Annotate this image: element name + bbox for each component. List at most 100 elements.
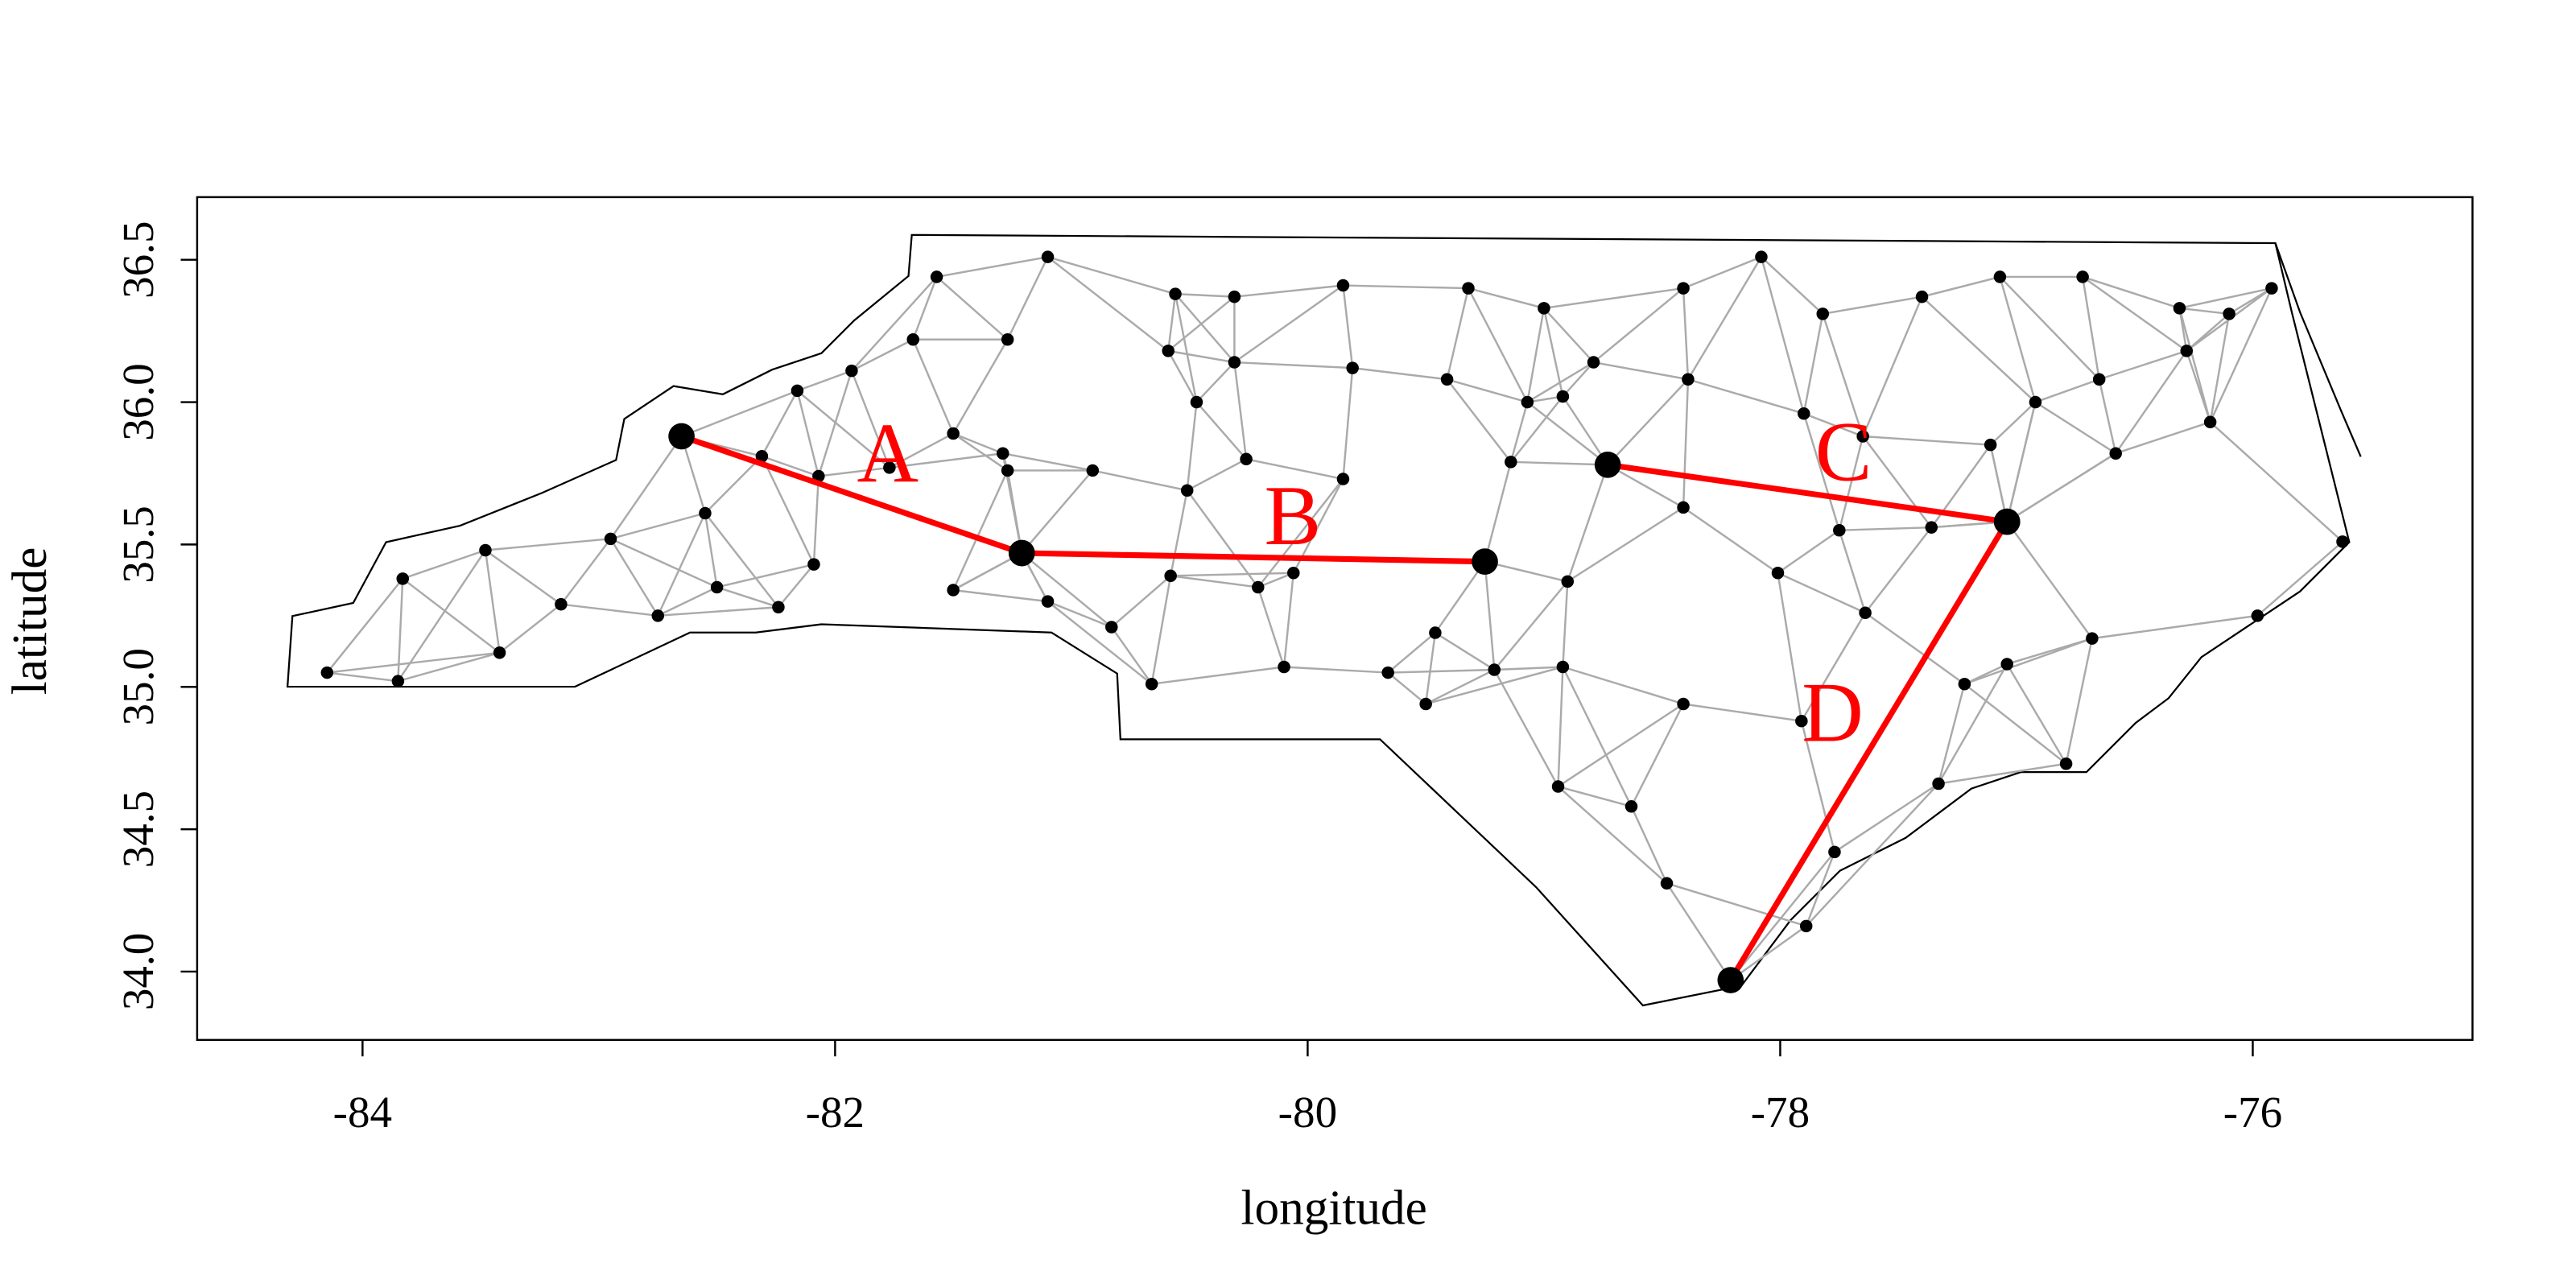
neighbor-link <box>2081 276 2100 380</box>
x-tick-label: -80 <box>1278 1088 1337 1137</box>
neighbor-link <box>1526 401 1608 466</box>
neighbor-link <box>2006 402 2037 522</box>
route-segment <box>680 433 1023 556</box>
neighbor-link <box>1110 626 1153 685</box>
neighbor-link <box>912 276 938 341</box>
county-point <box>1925 521 1938 534</box>
neighbor-link <box>1803 412 1864 438</box>
neighbor-link <box>1963 663 2008 685</box>
neighbor-link <box>2082 275 2187 352</box>
y-tick-label: 34.5 <box>114 791 163 868</box>
segment-label: B <box>1264 468 1321 563</box>
neighbor-link <box>1557 703 1684 788</box>
county-point <box>791 384 804 398</box>
neighbor-link <box>1607 378 1689 466</box>
neighbor-link <box>610 512 706 540</box>
neighbor-link <box>1047 255 1176 295</box>
county-point <box>1816 308 1830 320</box>
neighbor-link <box>2098 378 2117 454</box>
county-point <box>1287 567 1300 580</box>
neighbor-link <box>1195 361 1236 403</box>
neighbor-link <box>1760 256 1805 415</box>
county-point <box>2086 632 2099 645</box>
neighbor-link <box>1245 458 1344 481</box>
county-point <box>1488 663 1501 676</box>
neighbor-link <box>1352 366 1447 381</box>
county-point <box>320 666 334 679</box>
neighbor-link <box>1802 313 1824 414</box>
county-point <box>845 364 858 378</box>
neighbor-link <box>1800 720 1836 852</box>
county-point <box>1041 595 1055 608</box>
county-point <box>1381 666 1394 679</box>
neighbor-link <box>889 432 954 469</box>
county-point <box>1145 677 1158 691</box>
neighbor-link <box>2209 313 2231 423</box>
neighbor-link <box>326 578 404 674</box>
county-point <box>906 332 919 346</box>
county-point <box>1180 484 1194 497</box>
neighbor-link <box>952 339 1009 435</box>
neighbor-link <box>1682 288 1690 380</box>
neighbor-link <box>1170 575 1258 588</box>
neighbor-link <box>398 651 500 683</box>
county-point <box>1240 452 1253 466</box>
route-point <box>1717 967 1744 993</box>
segment-label: D <box>1802 665 1864 760</box>
neighbor-link <box>1666 882 1807 927</box>
neighbor-link <box>609 436 683 540</box>
neighbor-link <box>851 276 938 372</box>
neighbor-link <box>777 564 815 609</box>
county-point <box>699 506 712 520</box>
neighbor-link <box>1630 806 1668 884</box>
neighbor-link <box>761 455 819 477</box>
county-point <box>1677 501 1690 514</box>
neighbor-link <box>1046 256 1169 352</box>
neighbor-link <box>1234 284 1344 298</box>
neighbor-link <box>1234 361 1353 369</box>
neighbor-link <box>1493 580 1569 671</box>
neighbor-link <box>1963 683 2067 765</box>
neighbor-link <box>1174 293 1198 402</box>
neighbor-link <box>1342 368 1354 480</box>
county-point <box>2173 302 2186 315</box>
neighbor-link <box>1526 308 1546 402</box>
neighbor-link <box>952 432 1009 472</box>
county-point <box>772 601 785 613</box>
neighbor-link <box>1257 478 1344 588</box>
county-point <box>1429 626 1442 639</box>
county-point <box>1795 714 1808 728</box>
neighbor-link <box>1839 526 1932 531</box>
route-segment <box>1607 461 2008 525</box>
county-point <box>1856 430 1869 443</box>
county-point <box>1624 800 1638 813</box>
route-point <box>1472 548 1498 575</box>
neighbor-link <box>716 586 779 609</box>
county-point <box>1001 464 1014 477</box>
neighbor-link <box>2209 421 2343 543</box>
neighbor-link <box>397 578 404 682</box>
county-point <box>807 558 820 571</box>
county-point <box>947 584 960 597</box>
neighbor-link <box>1687 378 1805 415</box>
neighbor-link <box>1283 666 1389 674</box>
neighbor-link <box>1567 464 1609 582</box>
neighbor-link <box>1424 632 1437 704</box>
neighbor-link <box>1387 632 1436 674</box>
neighbor-link <box>1167 294 1177 352</box>
county-point <box>2109 447 2122 460</box>
neighbor-link <box>560 603 658 617</box>
county-point <box>391 675 405 687</box>
county-point <box>947 427 960 440</box>
neighbor-link <box>1187 458 1247 492</box>
county-point <box>2203 415 2217 429</box>
county-point <box>1105 621 1118 634</box>
neighbor-link <box>1342 285 1354 369</box>
neighbor-link <box>2179 307 2230 316</box>
county-point <box>2223 308 2235 320</box>
neighbor-link <box>2006 663 2067 765</box>
neighbor-link <box>1834 782 1939 853</box>
neighbor-link <box>761 456 815 565</box>
neighbor-link <box>1805 851 1836 927</box>
neighbor-link <box>1233 361 1248 460</box>
